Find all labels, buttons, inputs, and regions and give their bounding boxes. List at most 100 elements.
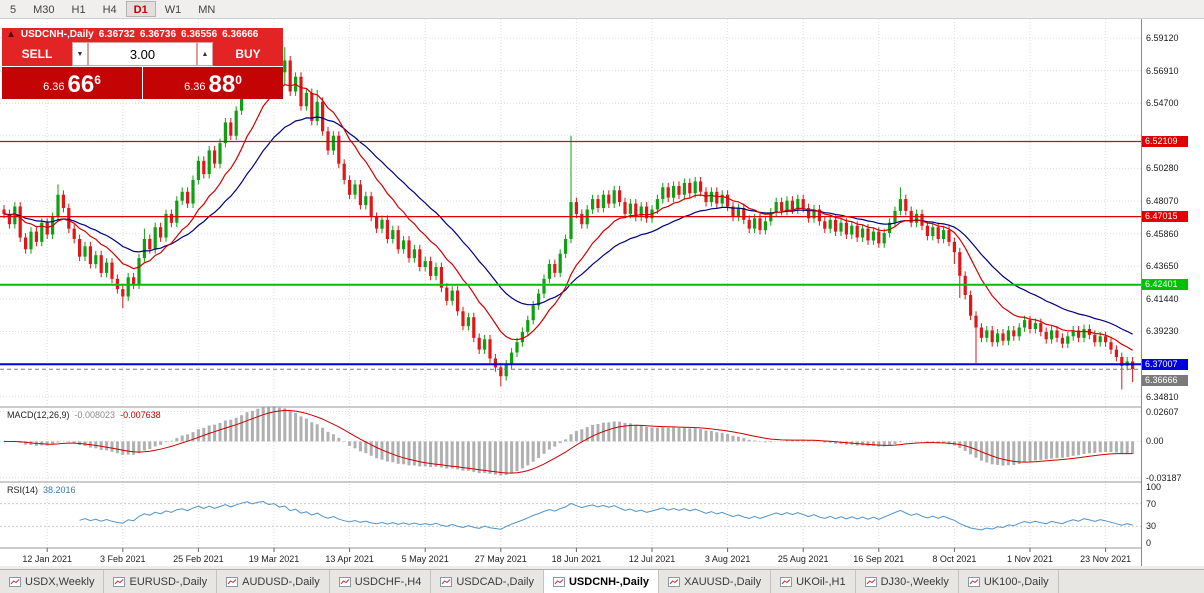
- chart-tab-usdcad-daily[interactable]: USDCAD-,Daily: [431, 570, 544, 593]
- price-tick: 6.56910: [1146, 65, 1179, 76]
- timeframe-button-d1[interactable]: D1: [125, 1, 156, 17]
- svg-text:13 Apr 2021: 13 Apr 2021: [325, 554, 374, 564]
- macd-axis-tick: 0.00: [1146, 436, 1164, 447]
- volume-decrease-button[interactable]: ▼: [72, 42, 88, 66]
- chart-tab-icon: [226, 576, 239, 587]
- svg-text:3 Aug 2021: 3 Aug 2021: [705, 554, 751, 564]
- price-tick: 6.43650: [1146, 261, 1179, 272]
- buy-button[interactable]: BUY: [213, 42, 283, 66]
- timeframe-button-m30[interactable]: M30: [25, 1, 62, 17]
- chart-tab-usdx-weekly[interactable]: USDX,Weekly: [0, 570, 105, 593]
- ohlc-close: 6.36666: [222, 29, 259, 40]
- chart-tab-label: UK100-,Daily: [983, 575, 1049, 588]
- macd-axis-tick: -0.03187: [1146, 472, 1182, 483]
- price-level-lines[interactable]: [0, 140, 1141, 370]
- volume-increase-button[interactable]: ▲: [197, 42, 213, 66]
- timeframe-button-5[interactable]: 5: [2, 1, 24, 17]
- rsi-axis-tick: 100: [1146, 481, 1162, 492]
- svg-text:16 Sep 2021: 16 Sep 2021: [853, 554, 904, 564]
- macd-name: MACD(12,26,9): [7, 410, 70, 420]
- ema-slow-line: [3, 116, 1133, 335]
- svg-text:23 Nov 2021: 23 Nov 2021: [1080, 554, 1131, 564]
- timeframe-button-w1[interactable]: W1: [157, 1, 190, 17]
- sell-price-prefix: 6.36: [43, 81, 65, 93]
- sell-button[interactable]: SELL: [2, 42, 72, 66]
- ohlc-high: 6.36736: [139, 29, 177, 40]
- up-triangle-icon: ▲: [201, 50, 209, 58]
- buy-price-big: 88: [208, 71, 236, 98]
- chart-tab-icon: [440, 576, 453, 587]
- timeframe-button-h1[interactable]: H1: [64, 1, 94, 17]
- chart-tab-icon: [864, 576, 877, 587]
- svg-text:1 Nov 2021: 1 Nov 2021: [1007, 554, 1053, 564]
- price-tick: 6.59120: [1146, 33, 1179, 44]
- chart-tab-icon: [338, 576, 351, 587]
- price-level-badge: 6.37007: [1142, 358, 1188, 370]
- timeframe-button-h4[interactable]: H4: [95, 1, 125, 17]
- macd-indicator-label: MACD(12,26,9) -0.008023 -0.007638: [7, 410, 161, 420]
- rsi-axis-tick: 0: [1146, 538, 1152, 549]
- chart-tab-audusd-daily[interactable]: AUDUSD-,Daily: [217, 570, 330, 593]
- price-tick: 6.34810: [1146, 391, 1179, 402]
- price-tick: 6.39230: [1146, 326, 1179, 337]
- rsi-value: 38.2016: [43, 485, 76, 495]
- macd-signal-line: [3, 409, 1133, 474]
- price-tick: 6.50280: [1146, 163, 1179, 174]
- price-axis: 6.59120 6.56910 6.54700 6.50280 6.48070 6.458…: [1141, 19, 1204, 566]
- chart-tab-uk100-daily[interactable]: UK100-,Daily: [959, 570, 1059, 593]
- chart-tab-label: AUDUSD-,Daily: [242, 575, 320, 588]
- price-tick: 6.45860: [1146, 228, 1179, 239]
- price-tick: 6.54700: [1146, 98, 1179, 109]
- svg-text:25 Feb 2021: 25 Feb 2021: [173, 554, 224, 564]
- sell-price-big: 66: [67, 71, 95, 98]
- chart-tab-icon: [552, 576, 565, 587]
- price-level-badge: 6.42401: [1142, 279, 1188, 291]
- timeframe-toolbar: 5 M30 H1 H4 D1 W1 MN: [0, 0, 1204, 19]
- chart-tab-xauusd-daily[interactable]: XAUUSD-,Daily: [659, 570, 772, 593]
- bid-ask-display: 6.36 66 6 6.36 88 0: [2, 66, 283, 99]
- timeframe-button-mn[interactable]: MN: [190, 1, 223, 17]
- svg-text:27 May 2021: 27 May 2021: [475, 554, 527, 564]
- chart-tab-icon: [9, 576, 21, 587]
- price-level-badge: 6.52109: [1142, 135, 1188, 147]
- price-chart[interactable]: 12 Jan 2021 3 Feb 2021 25 Feb 2021 19 Mar 2…: [0, 19, 1141, 566]
- chart-tab-label: USDCNH-,Daily: [568, 575, 650, 588]
- chart-tab-eurusd-daily[interactable]: EURUSD-,Daily: [104, 570, 218, 593]
- price-tick: 6.41440: [1146, 293, 1179, 304]
- svg-text:12 Jul 2021: 12 Jul 2021: [629, 554, 676, 564]
- chart-tab-label: DJ30-,Weekly: [880, 575, 949, 588]
- chart-tab-ukoil-h1[interactable]: UKOil-,H1: [771, 570, 856, 593]
- rsi-indicator-label: RSI(14) 38.2016: [7, 485, 76, 495]
- chart-tab-icon: [780, 576, 793, 587]
- candles-layer: [2, 38, 1135, 390]
- grid-vertical: [46, 19, 1107, 548]
- chart-tab-dj30-weekly[interactable]: DJ30-,Weekly: [856, 570, 959, 593]
- chart-tab-usdchf-h4[interactable]: USDCHF-,H4: [330, 570, 432, 593]
- svg-text:5 May 2021: 5 May 2021: [402, 554, 449, 564]
- svg-text:12 Jan 2021: 12 Jan 2021: [22, 554, 72, 564]
- svg-text:18 Jun 2021: 18 Jun 2021: [552, 554, 602, 564]
- one-click-trading-panel: ▲ USDCNH-,Daily 6.36732 6.36736 6.36556 …: [2, 28, 283, 99]
- ema-fast-line: [3, 83, 1133, 351]
- price-divider: [142, 67, 143, 99]
- date-axis: 12 Jan 2021 3 Feb 2021 25 Feb 2021 19 Mar 2…: [22, 548, 1131, 564]
- sell-price-display[interactable]: 6.36 66 6: [2, 67, 142, 99]
- buy-price-sup: 0: [235, 73, 242, 87]
- volume-input[interactable]: [88, 42, 197, 66]
- svg-text:19 Mar 2021: 19 Mar 2021: [249, 554, 300, 564]
- chart-tab-usdcnh-daily[interactable]: USDCNH-,Daily: [543, 570, 660, 593]
- chart-tabs-bar: USDX,Weekly EURUSD-,Daily AUDUSD-,Daily USD…: [0, 569, 1204, 593]
- price-level-badge: 6.47015: [1142, 211, 1188, 223]
- ohlc-low: 6.36556: [181, 29, 218, 40]
- ohlc-open: 6.36732: [98, 29, 135, 40]
- chart-region[interactable]: 12 Jan 2021 3 Feb 2021 25 Feb 2021 19 Mar 2…: [0, 19, 1141, 566]
- rsi-name: RSI(14): [7, 485, 39, 495]
- sell-price-sup: 6: [94, 73, 101, 87]
- price-tick: 6.48070: [1146, 196, 1179, 207]
- chart-tab-icon: [668, 576, 681, 587]
- buy-price-display[interactable]: 6.36 88 0: [143, 67, 283, 99]
- rsi-axis-tick: 30: [1146, 521, 1157, 532]
- svg-text:25 Aug 2021: 25 Aug 2021: [778, 554, 829, 564]
- chart-tab-label: USDCHF-,H4: [354, 575, 422, 588]
